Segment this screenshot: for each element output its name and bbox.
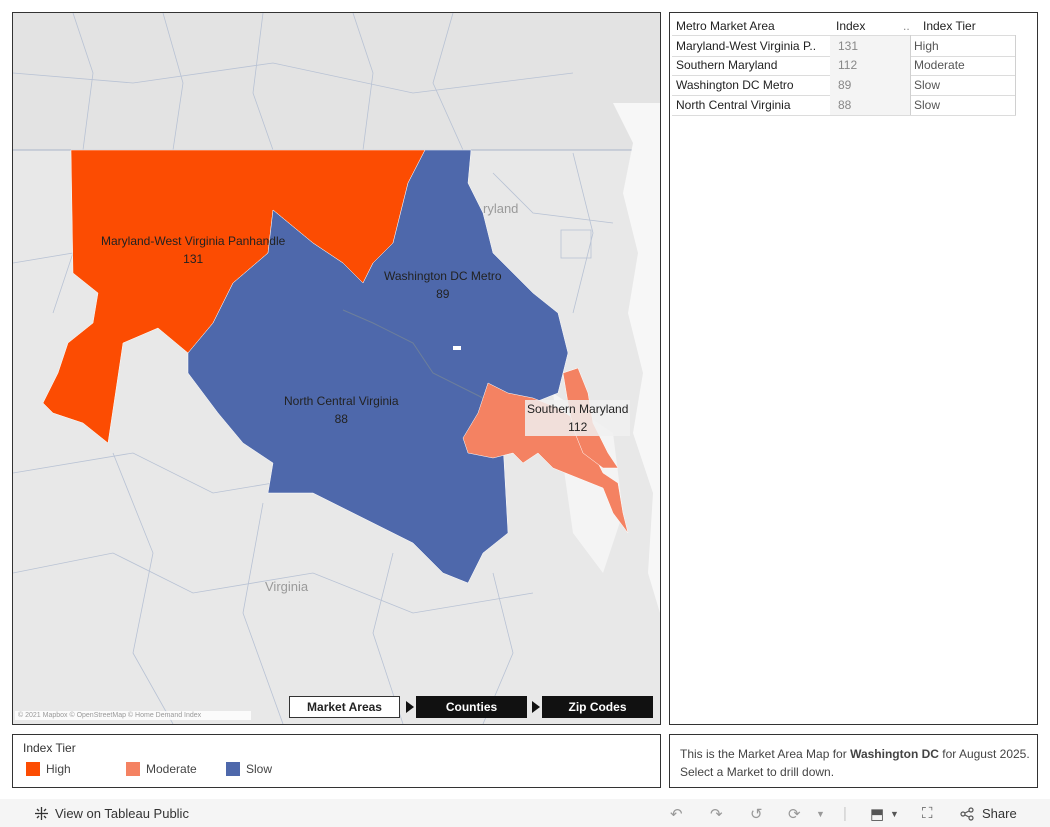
legend-item-slow[interactable]: Slow xyxy=(226,762,272,776)
legend-item-high[interactable]: High xyxy=(26,762,71,776)
region-label-north-central-va[interactable]: North Central Virginia 88 xyxy=(284,392,399,428)
region-label-southern-md[interactable]: Southern Maryland 112 xyxy=(525,400,631,436)
region-name: North Central Virginia xyxy=(284,394,399,408)
region-name: Washington DC Metro xyxy=(384,269,502,283)
column-divider xyxy=(910,35,911,115)
table-row[interactable]: North Central Virginia 88 Slow xyxy=(672,95,1016,116)
region-index: 131 xyxy=(183,252,204,266)
region-index: 88 xyxy=(334,412,348,426)
description-suffix: for August 2025. Select a Market to dril… xyxy=(680,747,1030,779)
legend-swatch xyxy=(126,762,140,776)
map-attribution: © 2021 Mapbox © OpenStreetMap © Home Dem… xyxy=(15,711,251,720)
market-table: Metro Market Area Index .. Index Tier Ma… xyxy=(669,12,1038,725)
row-tier: High xyxy=(914,39,939,53)
legend-swatch xyxy=(226,762,240,776)
row-index-cell: 112 xyxy=(830,55,910,75)
row-index: 112 xyxy=(838,58,858,72)
description-text: This is the Market Area Map for Washingt… xyxy=(680,745,1030,781)
legend-title: Index Tier xyxy=(23,741,76,755)
row-index-cell: 88 xyxy=(830,95,910,115)
region-name: Southern Maryland xyxy=(527,402,629,416)
chevron-down-icon[interactable]: ▼ xyxy=(816,809,825,819)
region-label-dc-metro[interactable]: Washington DC Metro 89 xyxy=(384,267,502,303)
toolbar-divider: | xyxy=(843,805,847,822)
legend-swatch xyxy=(26,762,40,776)
legend-label: Moderate xyxy=(146,762,197,776)
description-prefix: This is the Market Area Map for xyxy=(680,747,851,761)
market-areas-button[interactable]: Market Areas xyxy=(289,696,400,718)
region-index: 112 xyxy=(568,420,588,434)
map-canvas xyxy=(13,13,660,724)
market-area-map[interactable]: ryland Virginia Maryland-West Virginia P… xyxy=(12,12,661,725)
description-place: Washington DC xyxy=(850,747,939,761)
share-button[interactable]: Share xyxy=(982,806,1017,821)
share-icon[interactable] xyxy=(960,807,974,821)
row-index-cell: 131 xyxy=(830,36,910,56)
legend-item-moderate[interactable]: Moderate xyxy=(126,762,197,776)
region-dc-north-central-va xyxy=(187,149,569,584)
undo-icon[interactable]: ↶ xyxy=(670,806,683,823)
region-label-md-wv[interactable]: Maryland-West Virginia Panhandle 131 xyxy=(101,232,285,268)
region-name: Maryland-West Virginia Panhandle xyxy=(101,234,286,248)
redo-icon[interactable]: ↷ xyxy=(710,806,723,823)
nav-arrow-icon xyxy=(406,701,414,713)
revert-icon[interactable]: ↺ xyxy=(750,806,763,823)
zip-codes-button[interactable]: Zip Codes xyxy=(542,696,653,718)
row-area: North Central Virginia xyxy=(676,98,791,112)
row-tier: Slow xyxy=(914,98,941,112)
legend-label: Slow xyxy=(246,762,273,776)
counties-button[interactable]: Counties xyxy=(416,696,527,718)
row-tier: Slow xyxy=(914,78,941,92)
fullscreen-icon[interactable]: ⛶ xyxy=(922,805,933,822)
table-row[interactable]: Maryland-West Virginia P.. 131 High xyxy=(672,35,1016,57)
maryland-label: ryland xyxy=(483,201,519,216)
row-area: Southern Maryland xyxy=(676,58,778,72)
row-area: Maryland-West Virginia P.. xyxy=(676,39,817,53)
refresh-icon[interactable]: ⟳ xyxy=(788,806,801,823)
table-row[interactable]: Southern Maryland 112 Moderate xyxy=(672,55,1016,76)
legend: Index Tier High Moderate Slow xyxy=(12,734,661,788)
header-more[interactable]: .. xyxy=(903,19,910,33)
row-index: 88 xyxy=(838,98,852,112)
row-index: 131 xyxy=(838,39,859,53)
tableau-logo-icon xyxy=(35,807,48,820)
column-divider xyxy=(1015,35,1016,115)
chevron-down-icon[interactable]: ▼ xyxy=(890,809,899,819)
table-row[interactable]: Washington DC Metro 89 Slow xyxy=(672,75,1016,96)
row-area: Washington DC Metro xyxy=(676,78,794,92)
header-metro-market-area[interactable]: Metro Market Area xyxy=(676,19,775,33)
download-icon[interactable]: ⬒ xyxy=(870,806,885,823)
description-panel: This is the Market Area Map for Washingt… xyxy=(669,734,1038,788)
tableau-toolbar: View on Tableau Public ↶ ↷ ↺ ⟳ ▼ | ⬒ ▼ ⛶… xyxy=(0,799,1050,827)
header-index[interactable]: Index xyxy=(836,19,866,33)
region-index: 89 xyxy=(436,287,450,301)
row-index: 89 xyxy=(838,78,852,92)
legend-label: High xyxy=(46,762,71,776)
virginia-label: Virginia xyxy=(265,579,309,594)
nav-arrow-icon xyxy=(532,701,540,713)
header-index-tier[interactable]: Index Tier xyxy=(923,19,976,33)
view-on-tableau-public-link[interactable]: View on Tableau Public xyxy=(55,806,189,821)
row-index-cell: 89 xyxy=(830,75,910,95)
row-tier: Moderate xyxy=(914,58,965,72)
